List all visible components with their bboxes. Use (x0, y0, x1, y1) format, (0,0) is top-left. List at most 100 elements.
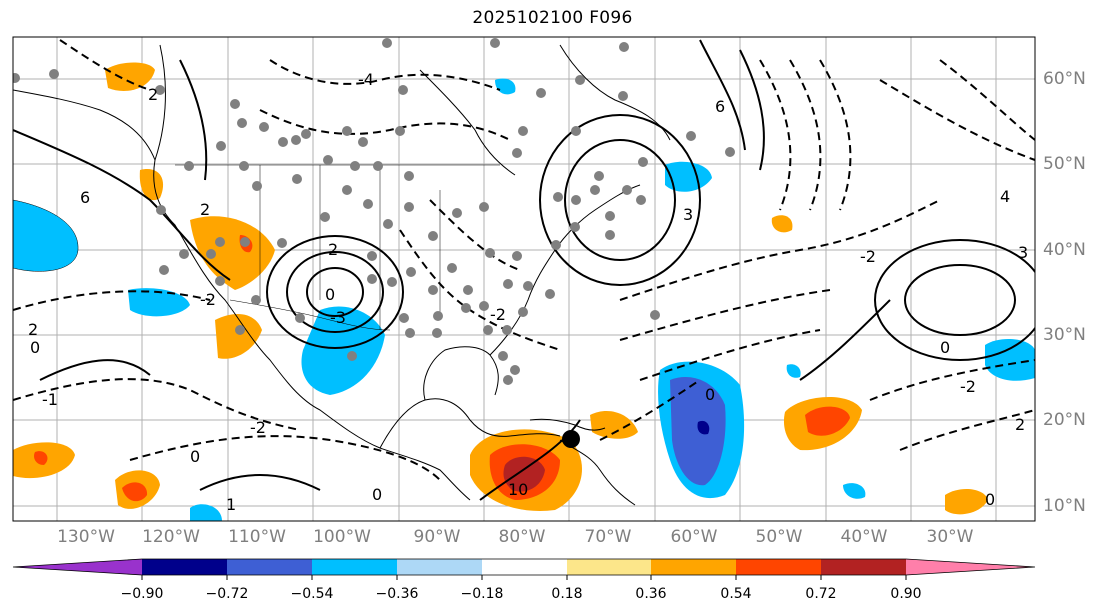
contour-label: -2 (960, 377, 976, 396)
lon-label: 90°W (413, 527, 461, 547)
colorbar-tick-label: −0.54 (290, 586, 334, 602)
contour-label: 0 (940, 338, 950, 357)
contour-label: 0 (30, 338, 40, 357)
contours-dashed (13, 39, 1035, 481)
contour-label: 10 (508, 480, 528, 499)
anomaly-blue-small-east (843, 483, 866, 499)
map-frame-border (12, 36, 1036, 522)
colorbar-extend-high (906, 559, 1035, 575)
contour-label: 2 (200, 200, 210, 219)
lon-label: 120°W (142, 527, 200, 547)
lon-label: 80°W (498, 527, 546, 547)
lon-label: 70°W (584, 527, 632, 547)
colorbar-segment (567, 559, 651, 575)
colorbar-segment (736, 559, 821, 575)
contour-labels: -4 2 0 -3 6 2 0 -1 0 1 -2 0 -2 0 6 3 0 4… (28, 70, 1028, 514)
map-title: 2025102100 F096 (472, 8, 633, 28)
contour-label: 0 (190, 447, 200, 466)
lat-label: 60°N (1043, 69, 1086, 89)
contour-label: 0 (705, 385, 715, 404)
contour-label: 0 (372, 485, 382, 504)
lat-label: 20°N (1043, 410, 1086, 430)
contour-label: 2 (1015, 415, 1025, 434)
lat-label: 10°N (1043, 496, 1086, 516)
anomaly-orange-alaska (105, 62, 155, 91)
colorbar-segments (13, 559, 1035, 575)
contour-label: -3 (330, 308, 346, 327)
anomaly-orange-ne-atl (771, 215, 793, 233)
map-panel: -4 2 0 -3 6 2 0 -1 0 1 -2 0 -2 0 6 3 0 4… (12, 36, 1036, 522)
shaded-anomalies (13, 62, 1035, 521)
contour-label: 3 (1018, 243, 1028, 262)
contour-label: 0 (325, 285, 335, 304)
contour-label: -4 (358, 70, 374, 89)
contour-label: 0 (985, 490, 995, 509)
station-dots (13, 38, 735, 385)
anomaly-red-south (122, 482, 148, 502)
lon-label: 130°W (57, 527, 115, 547)
colorbar-ticks (141, 575, 907, 580)
anomaly-orange-se (945, 488, 988, 515)
colorbar (12, 558, 1036, 580)
anomaly-red-sw (34, 451, 48, 465)
colorbar-segment (397, 559, 482, 575)
anomaly-blue-small-atl (786, 364, 801, 378)
lon-label: 60°W (670, 527, 718, 547)
anomaly-blue-south-pac (190, 504, 222, 521)
lon-label: 30°W (926, 527, 974, 547)
anomaly-blue-east (985, 338, 1035, 381)
lon-label: 40°W (840, 527, 888, 547)
colorbar-segment (312, 559, 397, 575)
contours-solid (13, 39, 1035, 501)
colorbar-tick-label: 0.72 (805, 586, 837, 602)
anomaly-navy-atlantic (697, 420, 710, 435)
anomaly-orange-haiti (590, 411, 638, 439)
contour-label: -1 (42, 390, 58, 409)
lon-label: 100°W (313, 527, 371, 547)
contour-label: 2 (28, 320, 38, 339)
coastlines (13, 44, 671, 506)
anomaly-blue-pacific-nw (13, 199, 79, 272)
anomaly-blue-pacific-sub (128, 288, 190, 317)
colorbar-segment (821, 559, 906, 575)
anomaly-red-east-atl (805, 406, 850, 436)
contour-label: -2 (490, 305, 506, 324)
anomaly-blue-hudson (495, 78, 516, 95)
anomaly-orange-pacific-nw (139, 169, 164, 201)
anomaly-orange-mexico (215, 314, 262, 359)
anomaly-blue-labrador (665, 161, 712, 192)
contour-label: 2 (148, 85, 158, 104)
contour-label: 3 (683, 205, 693, 224)
lon-label: 50°W (755, 527, 803, 547)
anomaly-blue-gulf (301, 306, 385, 395)
lon-label: 110°W (228, 527, 286, 547)
anomaly-orange-west-us (190, 216, 275, 290)
lat-label: 30°N (1043, 325, 1086, 345)
contour-label: 6 (80, 188, 90, 207)
contour-label: 4 (1000, 187, 1010, 206)
contour-label: -2 (250, 418, 266, 437)
contour-label: -2 (200, 290, 216, 309)
contour-label: 2 (328, 240, 338, 259)
contour-label: 1 (226, 495, 236, 514)
colorbar-segment (142, 559, 227, 575)
colorbar-tick-label: −0.72 (205, 586, 249, 602)
colorbar-segment (227, 559, 312, 575)
colorbar-tick-label: 0.54 (720, 586, 752, 602)
colorbar-tick-label: −0.90 (120, 586, 164, 602)
colorbar-tick-label: 0.36 (635, 586, 667, 602)
colorbar-tick-label: −0.18 (460, 586, 504, 602)
colorbar-extend-low (13, 559, 142, 575)
colorbar-tick-label: −0.36 (375, 586, 419, 602)
storm-center-marker (562, 430, 580, 448)
colorbar-segment (482, 559, 567, 575)
anomaly-darkblue-atlantic (670, 377, 726, 486)
colorbar-tick-label: 0.18 (551, 586, 583, 602)
anomaly-darkred-caribbean (503, 456, 545, 492)
lat-label: 40°N (1043, 240, 1086, 260)
lat-label: 50°N (1043, 154, 1086, 174)
colorbar-tick-label: 0.90 (890, 586, 922, 602)
contour-label: 6 (715, 97, 725, 116)
contour-label: -2 (860, 247, 876, 266)
borders (175, 164, 500, 331)
